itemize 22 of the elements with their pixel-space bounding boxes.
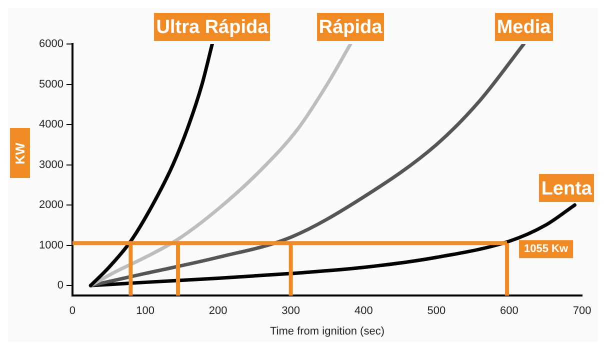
y-tick-label: 2000 [38,199,64,212]
ref-line-label: 1055 Kw [524,243,568,256]
series-label: Ultra Rápida [156,17,269,38]
series-label: Media [496,17,552,38]
y-tick-label: 0 [57,280,64,292]
x-tick-label: 0 [69,305,76,318]
y-tick-label: 1000 [38,239,64,252]
y-tick-label: 5000 [38,78,64,90]
x-tick-label: 100 [136,305,154,318]
x-tick-label: 600 [500,305,518,318]
y-tick-label: 6000 [38,38,64,50]
y-tick-label: 4000 [38,118,64,131]
x-tick-label: 700 [572,305,592,318]
y-axis-title: KW [12,142,28,164]
x-tick-label: 500 [427,305,446,318]
y-tick-label: 3000 [38,158,64,171]
x-tick-label: 200 [208,305,228,318]
x-tick-label: 300 [282,305,300,318]
series-label: Lenta [541,178,592,200]
x-tick-label: 400 [354,305,373,318]
series-label: Rápida [318,17,383,38]
x-axis-title: Time from ignition (sec) [270,325,384,338]
